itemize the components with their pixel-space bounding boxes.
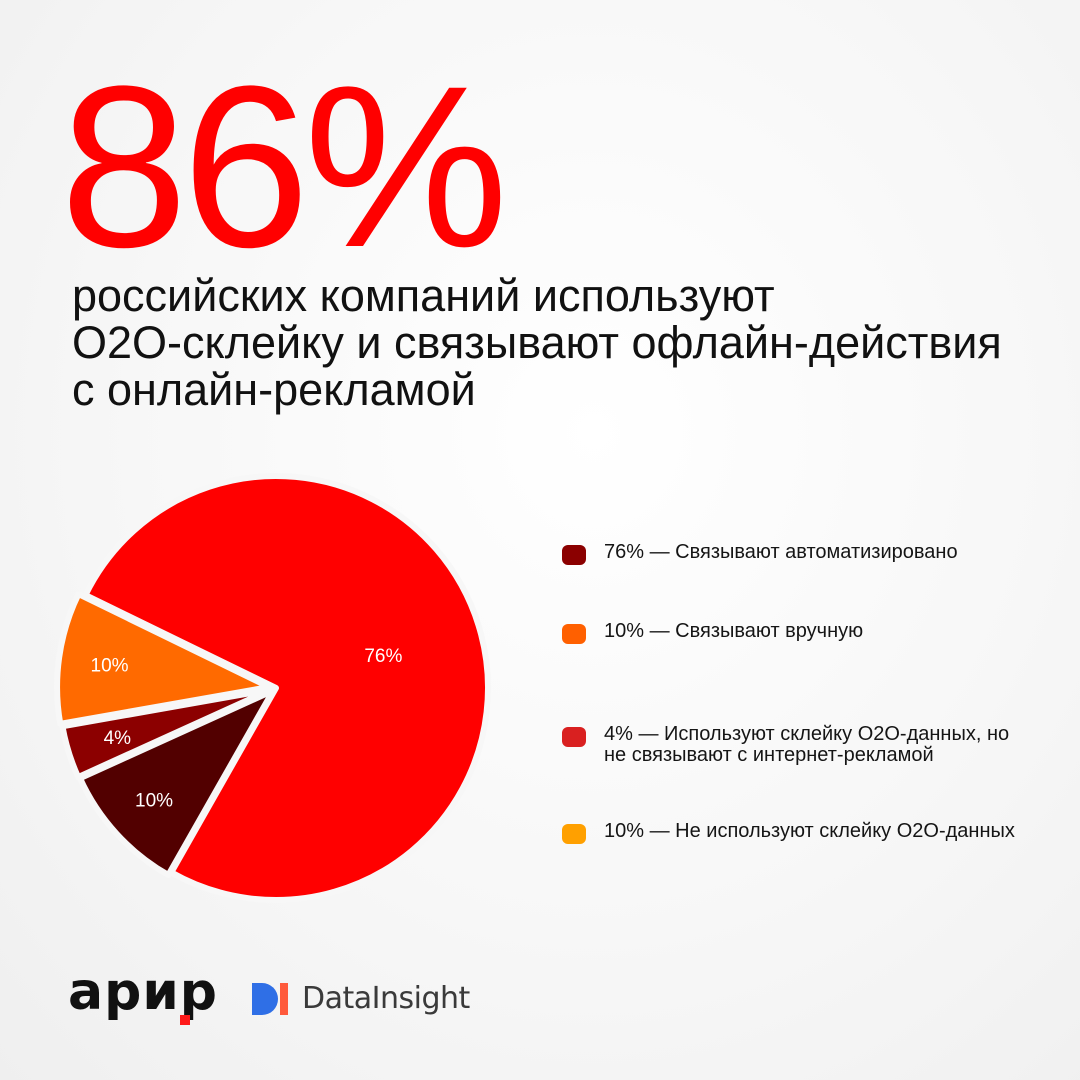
legend-swatch (562, 545, 586, 565)
pie-slice (82, 473, 491, 903)
legend-item: 10% — Связывают вручную (562, 621, 1024, 644)
subtitle-line-2: O2O-склейку и связывают офлайн-действия (72, 317, 1002, 368)
legend-swatch (562, 824, 586, 844)
headline-subtitle: российских компаний используют O2O-склей… (72, 272, 1052, 413)
headline-percentage: 86% (60, 38, 508, 295)
legend-swatch (562, 727, 586, 747)
legend-label: 10% — Не используют склейку O2O-данных (604, 820, 1015, 842)
pie-slice-label: 10% (135, 790, 173, 811)
legend-label: 76% — Связывают автоматизировано (604, 541, 958, 563)
legend-label: 4% — Используют склейку O2O-данных, но н… (604, 723, 1010, 766)
pie-slice-label: 10% (91, 656, 129, 677)
pie-slice (76, 687, 277, 879)
datainsight-logo: DataInsight (252, 983, 470, 1015)
legend-item: 10% — Не используют склейку O2O-данных (562, 821, 1024, 844)
datainsight-mark-icon (252, 983, 288, 1015)
subtitle-line-1: российских компаний используют (72, 270, 775, 321)
pie-slice (54, 591, 273, 727)
arir-logo: арир (68, 962, 218, 1022)
subtitle-line-3: с онлайн-рекламой (72, 364, 476, 415)
arir-logo-dot (180, 1015, 190, 1025)
legend-label: 10% — Связывают вручную (604, 620, 864, 642)
datainsight-wordmark: DataInsight (302, 981, 470, 1016)
pie-chart: 76% 10% 4% 10% (54, 473, 491, 903)
legend-swatch (562, 624, 586, 644)
legend-item: 76% — Связывают автоматизировано (562, 542, 1024, 565)
pie-slice-label: 4% (104, 728, 132, 749)
legend-item: 4% — Используют склейку O2O-данных, но н… (562, 724, 1024, 766)
pie-slice-label: 76% (364, 646, 402, 667)
